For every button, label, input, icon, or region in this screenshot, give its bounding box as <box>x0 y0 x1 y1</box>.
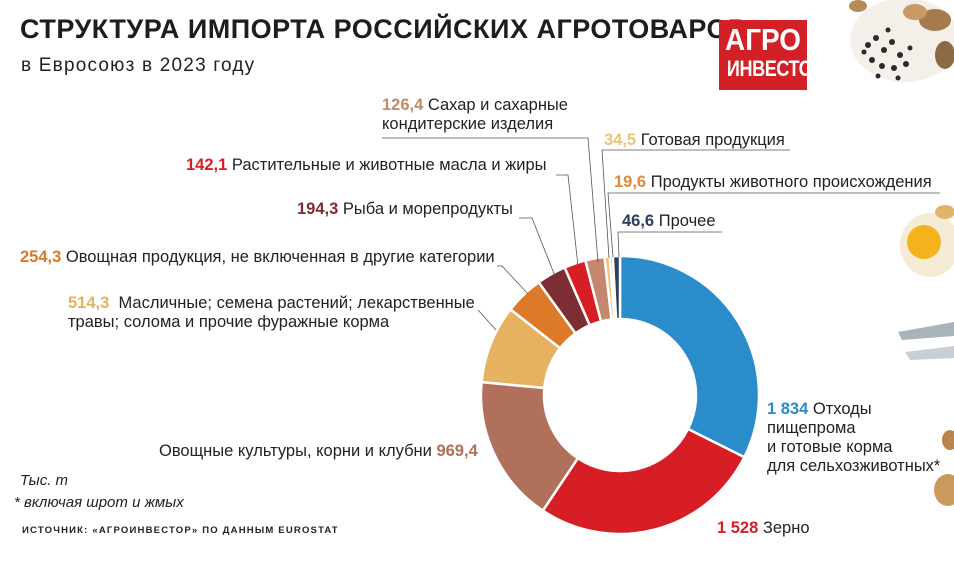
egg-yolk-image <box>900 205 954 277</box>
text-maslichnye-1: Масличные; семена растений; лекарственны… <box>118 294 475 312</box>
value-ovoshchi: 969,4 <box>436 442 478 460</box>
value-zhivotnye: 19,6 <box>614 173 647 191</box>
value-prochee: 46,6 <box>622 212 655 230</box>
value-ovoshnaya: 254,3 <box>20 248 62 266</box>
source-note: ИСТОЧНИК: «АГРОИНВЕСТОР» ПО ДАННЫМ EUROS… <box>22 525 339 536</box>
label-otkhody: 1 834 Отходы пищепрома и готовые корма д… <box>767 400 940 476</box>
donut-slice-10 <box>611 254 622 321</box>
value-zerno: 1 528 <box>717 519 759 537</box>
label-zerno: 1 528 Зерно <box>717 519 810 538</box>
text-sakhar-2: кондитерские изделия <box>382 115 554 133</box>
text-zerno: Зерно <box>762 519 810 537</box>
label-ovoshchi: Овощные культуры, корни и клубни 969,4 <box>159 442 478 461</box>
leader-line-sakhar <box>382 137 599 263</box>
label-zhivotnye: 19,6 Продукты животного происхождения <box>614 173 932 192</box>
text-zhivotnye: Продукты животного происхождения <box>650 173 932 191</box>
text-ovoshnaya: Овощная продукция, не включенная в други… <box>65 248 495 266</box>
label-ovoshnaya: 254,3 Овощная продукция, не включенная в… <box>20 248 495 267</box>
label-gotovaya: 34,5 Готовая продукция <box>604 131 785 150</box>
value-sakhar: 126,4 <box>382 96 424 114</box>
label-sakhar: 126,4 Сахар и сахарные кондитерские изде… <box>382 96 568 134</box>
text-gotovaya: Готовая продукция <box>640 131 785 149</box>
text-masla: Растительные и животные масла и жиры <box>231 156 547 174</box>
text-otkhody-2: пищепрома <box>767 419 856 437</box>
text-ovoshchi: Овощные культуры, корни и клубни <box>159 442 432 460</box>
fish-image <box>898 322 954 360</box>
text-ryba: Рыба и морепродукты <box>342 200 513 218</box>
leader-line-ovoshnaya <box>497 265 529 295</box>
leader-line-maslichnye <box>477 309 497 331</box>
value-maslichnye: 514,3 <box>68 294 110 312</box>
leader-line-gotovaya <box>601 149 790 259</box>
text-otkhody-1: Отходы <box>812 400 872 418</box>
leader-line-masla <box>556 174 579 267</box>
unit-label: Тыс. т <box>20 472 69 489</box>
label-maslichnye: 514,3 Масличные; семена растений; лекарс… <box>68 294 475 332</box>
label-ryba: 194,3 Рыба и морепродукты <box>297 200 513 219</box>
page-title: СТРУКТУРА ИМПОРТА РОССИЙСКИХ АГРОТОВАРОВ <box>20 14 749 44</box>
leader-line-zhivotnye <box>607 192 940 258</box>
page-subtitle: в Евросоюз в 2023 году <box>21 55 256 76</box>
leader-line-prochee <box>617 231 722 258</box>
text-otkhody-4: для сельхозживотных* <box>767 457 941 475</box>
donut-slice-0 <box>618 254 761 459</box>
value-ryba: 194,3 <box>297 200 339 218</box>
spices-image <box>849 0 954 82</box>
agroinvestor-logo: АГРО ИНВЕСТОР <box>719 20 824 90</box>
text-maslichnye-2: травы; солома и прочие фуражные корма <box>68 313 390 331</box>
value-otkhody: 1 834 <box>767 400 809 418</box>
bread-image <box>934 430 954 506</box>
text-sakhar-1: Сахар и сахарные <box>427 96 568 114</box>
value-gotovaya: 34,5 <box>604 131 637 149</box>
label-prochee: 46,6 Прочее <box>622 212 716 231</box>
logo-line-1: АГРО <box>725 22 801 57</box>
donut-slice-1 <box>541 427 746 536</box>
text-prochee: Прочее <box>658 212 716 230</box>
label-masla: 142,1 Растительные и животные масла и жи… <box>186 156 547 175</box>
leader-line-ryba <box>519 217 556 277</box>
value-masla: 142,1 <box>186 156 228 174</box>
footnote: * включая шрот и жмых <box>14 494 184 511</box>
text-otkhody-3: и готовые корма <box>767 438 893 456</box>
